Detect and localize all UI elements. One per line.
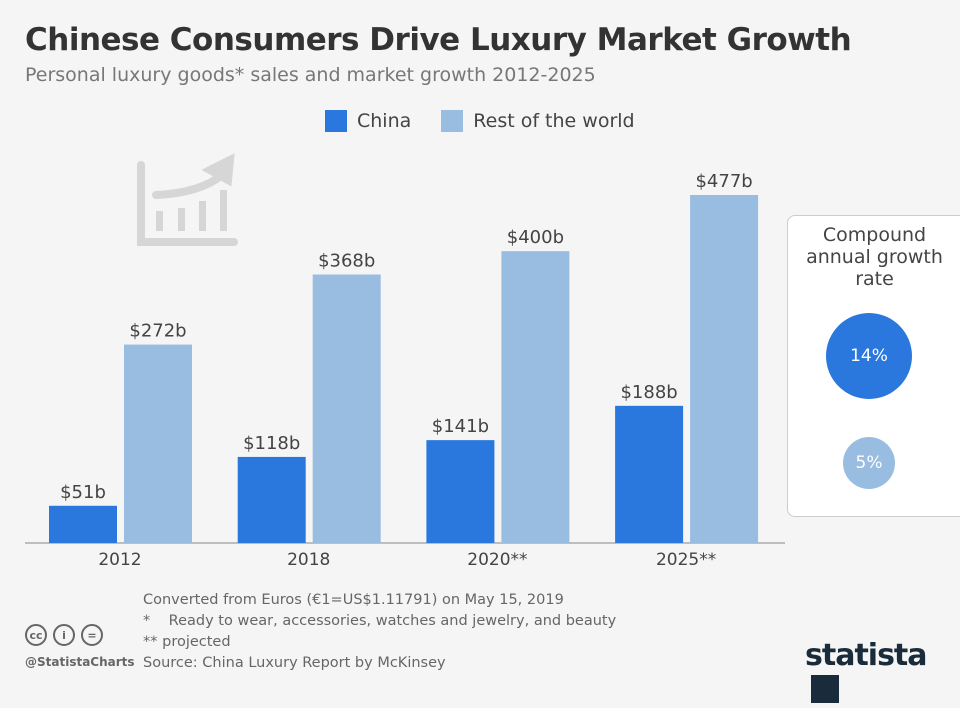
- bar-chart: $51b $272b 2012 $118b $368b 2018 $141b $400b 202…: [25, 153, 785, 570]
- data-label: $51b: [60, 482, 106, 503]
- note-projected: ** projected: [143, 634, 231, 650]
- legend-label-china: China: [357, 110, 412, 132]
- data-label: $400b: [507, 227, 564, 248]
- chart-title: Chinese Consumers Drive Luxury Market Gr…: [25, 22, 852, 58]
- twitter-handle: @StatistaCharts: [25, 655, 135, 669]
- data-label: $477b: [695, 171, 752, 192]
- bar-china-2018: [237, 456, 306, 543]
- data-label: $141b: [432, 416, 489, 437]
- bar-china-2025: [615, 405, 684, 543]
- noderivs-icon: =: [81, 624, 103, 646]
- statista-logo: statista: [805, 638, 960, 708]
- bar-rest-2012: [124, 344, 192, 543]
- data-label: $368b: [318, 251, 375, 272]
- data-label: $118b: [243, 433, 300, 454]
- legend: China Rest of the world: [325, 110, 635, 132]
- footer-notes: Converted from Euros (€1=US$1.11791) on …: [143, 590, 616, 674]
- license-icons: cc i =: [25, 624, 103, 646]
- x-tick-label: 2025**: [656, 550, 716, 570]
- bar-china-2020: [426, 440, 495, 543]
- legend-swatch-rest: [441, 110, 464, 132]
- legend-label-rest: Rest of the world: [473, 110, 635, 132]
- bar-rest-2020: [501, 251, 570, 544]
- attribution-icon: i: [53, 624, 75, 646]
- growth-chart-icon: [137, 153, 238, 246]
- x-tick-label: 2020**: [467, 550, 527, 570]
- note-definition: * Ready to wear, accessories, watches an…: [143, 613, 617, 629]
- bar-rest-2018: [312, 274, 381, 543]
- legend-swatch-china: [325, 110, 347, 132]
- note-conversion: Converted from Euros (€1=US$1.11791) on …: [143, 592, 564, 608]
- cagr-title: Compound annual growth rate: [806, 224, 943, 290]
- cagr-rest-circle: 5%: [843, 437, 895, 489]
- statista-logo-icon: [811, 675, 839, 703]
- x-tick-label: 2018: [287, 550, 330, 570]
- x-tick-label: 2012: [98, 550, 141, 570]
- legend-rest: Rest of the world: [441, 110, 635, 132]
- data-label: $272b: [129, 321, 186, 342]
- legend-china: China: [325, 110, 411, 132]
- cagr-panel: Compound annual growth rate 14% 5%: [787, 215, 960, 517]
- bar-rest-2025: [690, 195, 759, 543]
- source: Source: China Luxury Report by McKinsey: [143, 655, 446, 671]
- cagr-china-circle: 14%: [826, 313, 912, 399]
- bar-china-2012: [49, 505, 117, 543]
- chart-subtitle: Personal luxury goods* sales and market …: [25, 64, 596, 86]
- data-label: $188b: [620, 382, 677, 403]
- cc-icon: cc: [25, 624, 47, 646]
